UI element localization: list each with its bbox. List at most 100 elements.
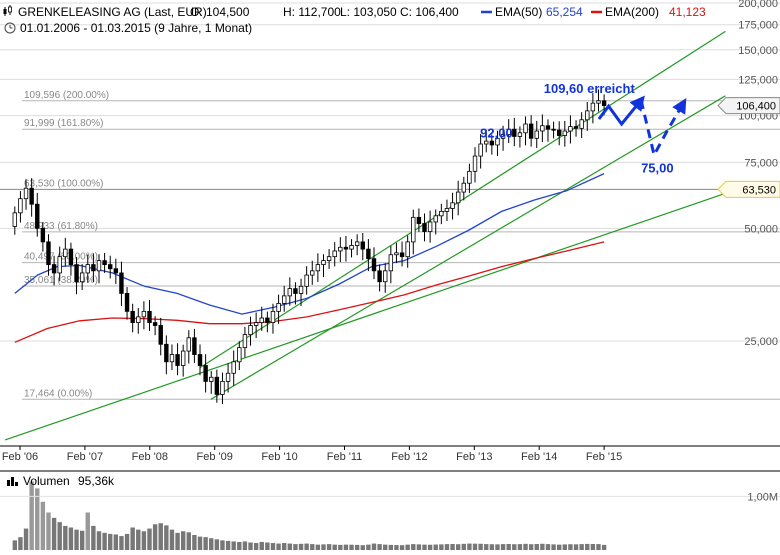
- annotation-label: 92,00: [480, 125, 513, 140]
- volume-bars-icon: [7, 477, 18, 486]
- candle-body: [523, 123, 528, 134]
- volume-bar: [130, 527, 135, 550]
- clock-icon: [4, 22, 16, 34]
- period-range: 01.01.2006 - 01.03.2015 (9 Jahre, 1 Mona…: [20, 21, 252, 35]
- candle-body: [40, 227, 46, 243]
- volume-bar: [147, 528, 152, 550]
- volume-bar: [585, 543, 590, 550]
- volume-bar: [293, 544, 298, 550]
- volume-bar: [265, 542, 270, 550]
- candle-body: [91, 264, 96, 272]
- volume-bar: [590, 544, 596, 550]
- y-tick-label: 150,000: [738, 45, 778, 57]
- volume-bar: [298, 543, 304, 550]
- volume-bar: [534, 544, 539, 550]
- volume-bar: [411, 544, 416, 550]
- volume-bar: [231, 541, 236, 550]
- volume-bar: [124, 533, 130, 550]
- candle-body: [102, 260, 107, 266]
- candle-body: [158, 325, 163, 345]
- volume-bar: [495, 544, 500, 550]
- volume-bar: [354, 544, 360, 550]
- candle-body: [113, 268, 119, 274]
- candle-body: [265, 317, 270, 323]
- candle-body: [197, 354, 203, 366]
- fib-level-label: 35,061 (38.20%): [24, 275, 98, 286]
- candle-body: [46, 241, 51, 266]
- volume-bar: [253, 543, 259, 550]
- volume-bar: [113, 534, 119, 550]
- candle-body: [472, 155, 478, 172]
- volume-bar: [568, 544, 573, 550]
- volume-bar: [472, 543, 478, 550]
- volume-bar: [478, 543, 483, 550]
- candle-body: [298, 285, 304, 294]
- candle-body: [136, 316, 141, 323]
- ema200-legend-value: 41,123: [669, 5, 706, 19]
- volume-bar: [343, 544, 349, 550]
- candle-body: [63, 248, 68, 258]
- volume-bar: [551, 544, 556, 550]
- candle-body: [147, 310, 152, 323]
- candle-body: [79, 272, 85, 283]
- candle-body: [596, 100, 601, 104]
- candle-body: [568, 126, 573, 132]
- fib-level-label: 48,933 (61.80%): [24, 221, 98, 232]
- candle-body: [237, 347, 242, 363]
- candle-body: [152, 322, 158, 326]
- candle-body: [242, 334, 248, 349]
- forecast-solid-arrow: [597, 95, 645, 127]
- volume-bar: [304, 543, 309, 550]
- candle-body: [253, 322, 259, 326]
- candle-body: [495, 137, 500, 146]
- volume-bar: [225, 540, 231, 550]
- volume-bar: [455, 544, 461, 550]
- volume-bar: [388, 544, 394, 550]
- candle-body: [534, 130, 539, 139]
- last-price-tag: [717, 97, 780, 115]
- volume-bar: [270, 543, 276, 550]
- x-tick-label: Feb '13: [456, 451, 492, 463]
- candle-body: [321, 260, 326, 266]
- volume-bar: [579, 544, 584, 550]
- annotation-label: 109,60 erreicht: [544, 81, 636, 96]
- candle-body: [366, 248, 371, 260]
- volume-bar: [416, 544, 422, 550]
- candle-body: [23, 187, 29, 200]
- candle-body: [416, 216, 422, 224]
- volume-bar: [197, 536, 203, 550]
- y-tick-label: 125,000: [738, 74, 778, 86]
- candle-body: [214, 376, 220, 395]
- volume-bar: [427, 544, 433, 550]
- ohlc-high: H: 112,700: [283, 5, 341, 19]
- volume-bar: [180, 531, 186, 550]
- level-price-tag-label: 63,530: [742, 184, 776, 196]
- candle-body: [270, 310, 276, 323]
- ema50-line: [14, 173, 605, 315]
- candle-body: [35, 203, 40, 229]
- candle-body: [455, 191, 461, 204]
- volume-bar: [102, 532, 107, 550]
- candle-body: [231, 361, 236, 374]
- candle-body: [405, 241, 410, 258]
- candle-body: [427, 221, 433, 233]
- candle-body: [180, 350, 186, 366]
- volume-panel: 1,00M: [0, 481, 780, 550]
- fib-level-label: 17,464 (0.00%): [24, 388, 92, 399]
- ema50-legend-label: EMA(50): [495, 5, 542, 19]
- volume-bar: [57, 522, 62, 550]
- candle-body: [276, 303, 281, 312]
- candle-body: [203, 365, 208, 382]
- candle-body: [51, 264, 57, 274]
- candle-body: [528, 123, 534, 139]
- volume-bar: [74, 529, 79, 550]
- candlesticks: [12, 89, 607, 405]
- y-tick-label: 25,000: [744, 336, 778, 348]
- volume-bar: [35, 488, 40, 550]
- candle-body: [18, 198, 23, 214]
- candle-body: [590, 102, 596, 112]
- x-tick-label: Feb '06: [2, 451, 38, 463]
- ema200-line: [14, 241, 605, 343]
- candle-body: [310, 270, 315, 276]
- chart-header: GRENKELEASING AG (Last, EUR) O: 104,500 …: [3, 5, 706, 35]
